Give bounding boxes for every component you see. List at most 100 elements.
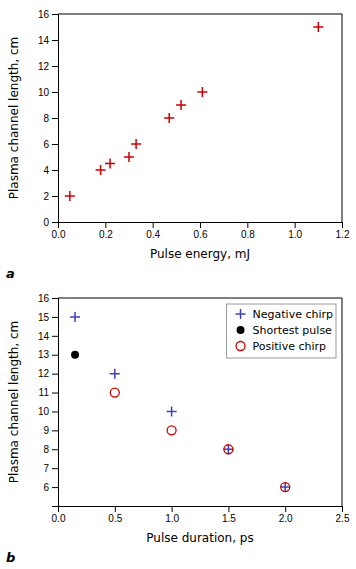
point-symbol xyxy=(176,100,186,110)
legend: Negative chirpShortest pulsePositive chi… xyxy=(227,304,336,358)
y-axis-tick-mark xyxy=(52,468,58,469)
point xyxy=(110,388,119,397)
point-symbol xyxy=(105,159,115,169)
x-axis-tick: 2.5 xyxy=(336,506,350,524)
y-axis-tick: 16 xyxy=(38,9,58,20)
x-axis-tick-mark xyxy=(247,222,248,228)
y-axis: 0246810121416 xyxy=(38,9,59,228)
x-axis-title: Pulse duration, ps xyxy=(146,531,253,545)
x-axis-tick: 1.2 xyxy=(336,222,350,240)
x-axis-tick-label: 0.5 xyxy=(108,513,122,524)
point xyxy=(110,369,120,379)
panel: 0.00.20.40.60.81.01.20246810121416Pulse … xyxy=(6,9,350,281)
y-axis-tick-label: 13 xyxy=(38,349,50,360)
point-symbol xyxy=(124,152,134,162)
y-axis-tick-mark xyxy=(52,298,58,299)
point-symbol xyxy=(71,351,79,359)
y-axis-tick: 0 xyxy=(43,217,58,228)
legend-symbol xyxy=(236,309,246,319)
point-symbol xyxy=(110,388,119,397)
x-axis-line xyxy=(59,223,343,229)
point-symbol xyxy=(110,369,120,379)
y-axis-tick-mark xyxy=(52,66,58,67)
x-axis-tick-label: 2.0 xyxy=(279,513,293,524)
x-axis-title: Pulse energy, mJ xyxy=(150,247,250,261)
x-axis-line xyxy=(59,507,343,513)
y-axis-tick-mark xyxy=(52,14,58,15)
x-axis-tick-label: 1.0 xyxy=(165,513,179,524)
x-axis-tick-mark xyxy=(342,506,343,512)
y-axis-tick-mark xyxy=(52,118,58,119)
point xyxy=(281,483,290,492)
point-symbol xyxy=(281,483,290,492)
x-axis-tick-mark xyxy=(115,506,116,512)
y-axis-tick: 14 xyxy=(38,331,58,342)
point xyxy=(105,159,115,169)
y-axis-tick-label: 8 xyxy=(43,444,49,455)
point xyxy=(124,152,134,162)
point-symbol xyxy=(167,406,177,416)
legend-symbol xyxy=(236,309,246,319)
y-axis-tick-label: 16 xyxy=(38,293,50,304)
legend-symbol xyxy=(236,342,245,351)
y-axis-tick: 16 xyxy=(38,293,58,304)
y-axis-title: Plasma channel length, cm xyxy=(7,37,21,200)
x-axis-tick-label: 0.8 xyxy=(241,229,255,240)
x-axis-tick: 0.8 xyxy=(241,222,255,240)
point-symbol xyxy=(96,165,106,175)
y-axis-tick-label: 12 xyxy=(38,368,50,379)
x-axis: 0.00.51.01.52.02.5 xyxy=(52,506,350,524)
y-axis-tick: 7 xyxy=(43,463,58,474)
x-axis-tick-label: 1.2 xyxy=(336,229,350,240)
x-axis-tick: 2.0 xyxy=(279,506,293,524)
point xyxy=(70,312,80,322)
y-axis-tick: 12 xyxy=(38,61,58,72)
y-axis-tick-mark xyxy=(52,449,58,450)
x-axis-tick-label: 0.0 xyxy=(52,513,66,524)
x-axis-tick-label: 2.5 xyxy=(336,513,350,524)
y-axis-tick-mark xyxy=(52,144,58,145)
legend-item: Positive chirp xyxy=(236,340,326,353)
point xyxy=(71,351,79,359)
legend-item: Shortest pulse xyxy=(237,324,333,337)
x-axis-tick: 1.0 xyxy=(288,222,302,240)
point-symbol xyxy=(223,444,233,454)
y-axis-tick-mark xyxy=(52,222,58,223)
panel-label: a xyxy=(6,266,15,281)
point xyxy=(197,87,207,97)
point xyxy=(224,445,233,454)
y-axis-tick-mark xyxy=(52,487,58,488)
y-axis-tick: 9 xyxy=(43,425,58,436)
y-axis-tick-mark xyxy=(52,317,58,318)
y-axis-tick-mark xyxy=(52,92,58,93)
y-axis-tick: 4 xyxy=(43,165,58,176)
x-axis-tick: 0.5 xyxy=(108,506,122,524)
x-axis-tick-label: 0.0 xyxy=(52,229,66,240)
frame xyxy=(58,14,342,15)
x-axis-tick-mark xyxy=(105,222,106,228)
frame xyxy=(342,298,343,506)
x-axis-tick: 0.6 xyxy=(194,222,208,240)
point-symbol xyxy=(131,139,141,149)
point xyxy=(65,191,75,201)
y-axis-tick-label: 7 xyxy=(43,463,49,474)
y-axis-tick-label: 10 xyxy=(38,87,50,98)
legend-label: Positive chirp xyxy=(253,340,326,353)
x-axis-tick: 0.2 xyxy=(99,222,113,240)
y-axis-tick-mark xyxy=(52,336,58,337)
y-axis-tick: 10 xyxy=(38,87,58,98)
x-axis-tick-mark xyxy=(285,506,286,512)
point-symbol xyxy=(224,445,233,454)
point xyxy=(167,406,177,416)
y-axis-tick: 6 xyxy=(43,482,58,493)
y-axis-line xyxy=(52,299,59,507)
y-axis-tick-label: 15 xyxy=(38,312,50,323)
x-axis-tick-mark xyxy=(200,222,201,228)
y-axis-tick-label: 16 xyxy=(38,9,50,20)
y-axis-tick-mark xyxy=(52,40,58,41)
point xyxy=(280,482,290,492)
point xyxy=(313,22,323,32)
y-axis-title: Plasma channel length, cm xyxy=(7,321,21,484)
y-axis-tick-label: 11 xyxy=(39,387,50,398)
y-axis-tick: 8 xyxy=(43,444,58,455)
